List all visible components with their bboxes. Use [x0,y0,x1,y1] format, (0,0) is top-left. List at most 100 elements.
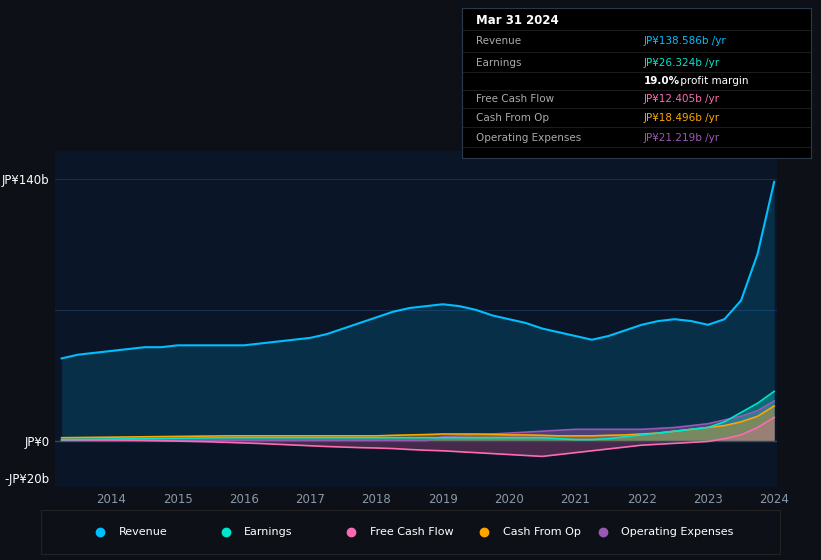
Free Cash Flow [686,439,696,446]
Text: Earnings: Earnings [245,527,293,537]
Text: JP¥18.496b /yr: JP¥18.496b /yr [644,113,720,123]
Revenue [289,337,299,343]
Revenue [305,334,315,341]
Operating Expenses [107,437,117,444]
Cash From Op [388,432,398,438]
Revenue [603,333,613,339]
Cash From Op [753,413,763,419]
Earnings [140,435,149,442]
Text: Free Cash Flow: Free Cash Flow [370,527,453,537]
Free Cash Flow [753,424,763,431]
Free Cash Flow [454,449,464,455]
Operating Expenses [620,426,630,433]
Operating Expenses [73,437,83,444]
Earnings [239,435,249,441]
Revenue [537,325,547,332]
Operating Expenses [488,431,498,437]
Earnings [488,435,498,441]
Cash From Op [123,433,133,440]
Operating Expenses [686,422,696,429]
Text: profit margin: profit margin [677,76,748,86]
Earnings [322,435,332,441]
Earnings [753,400,763,407]
Free Cash Flow [222,439,232,446]
Revenue [89,349,99,356]
Operating Expenses [521,429,530,436]
Earnings [123,436,133,442]
Line: Revenue: Revenue [62,182,774,358]
Free Cash Flow [140,437,149,444]
Line: Earnings: Earnings [62,391,774,440]
Revenue [670,316,680,323]
Earnings [289,435,299,441]
Revenue [438,301,447,307]
Earnings [636,432,646,438]
Revenue [421,303,431,310]
Operating Expenses [305,437,315,444]
Earnings [272,435,282,441]
Operating Expenses [471,432,481,438]
Operating Expenses [670,424,680,431]
Text: Operating Expenses: Operating Expenses [476,133,581,143]
Cash From Op [620,432,630,438]
Revenue [620,327,630,334]
Cash From Op [719,422,729,429]
Revenue [521,320,530,326]
Earnings [372,435,382,441]
Earnings [405,435,415,441]
Cash From Op [107,434,117,441]
Operating Expenses [322,437,332,444]
Revenue [769,179,779,185]
Text: Earnings: Earnings [476,58,521,68]
Revenue [338,325,348,332]
Operating Expenses [222,437,232,444]
Free Cash Flow [654,441,663,447]
Cash From Op [438,431,447,437]
Operating Expenses [156,437,166,444]
Free Cash Flow [769,414,779,421]
Cash From Op [338,432,348,439]
Operating Expenses [537,428,547,435]
Earnings [355,435,365,441]
Revenue [703,321,713,328]
Earnings [703,424,713,431]
Operating Expenses [654,425,663,432]
Text: JP¥21.219b /yr: JP¥21.219b /yr [644,133,720,143]
Free Cash Flow [372,445,382,451]
Earnings [504,435,514,441]
Cash From Op [504,432,514,438]
Free Cash Flow [438,447,447,454]
Operating Expenses [355,437,365,444]
Text: 19.0%: 19.0% [644,76,680,86]
Revenue [554,329,564,335]
Earnings [454,435,464,441]
Operating Expenses [636,426,646,433]
Revenue [255,340,265,347]
Free Cash Flow [703,438,713,445]
Operating Expenses [89,437,99,444]
Free Cash Flow [355,444,365,451]
Operating Expenses [405,437,415,444]
Revenue [140,344,149,351]
Revenue [471,306,481,313]
Cash From Op [156,433,166,440]
Free Cash Flow [636,442,646,449]
Operating Expenses [703,421,713,427]
Operating Expenses [140,437,149,444]
Operating Expenses [753,407,763,414]
Revenue [222,342,232,349]
Cash From Op [255,432,265,439]
Free Cash Flow [537,453,547,460]
Revenue [206,342,216,349]
Free Cash Flow [190,438,200,445]
Revenue [172,342,182,349]
Free Cash Flow [156,437,166,444]
Revenue [504,316,514,323]
Text: Revenue: Revenue [119,527,167,537]
Text: Operating Expenses: Operating Expenses [621,527,733,537]
Earnings [438,435,447,441]
Text: JP¥26.324b /yr: JP¥26.324b /yr [644,58,720,68]
Text: Revenue: Revenue [476,36,521,46]
Cash From Op [172,433,182,440]
Free Cash Flow [57,437,67,444]
